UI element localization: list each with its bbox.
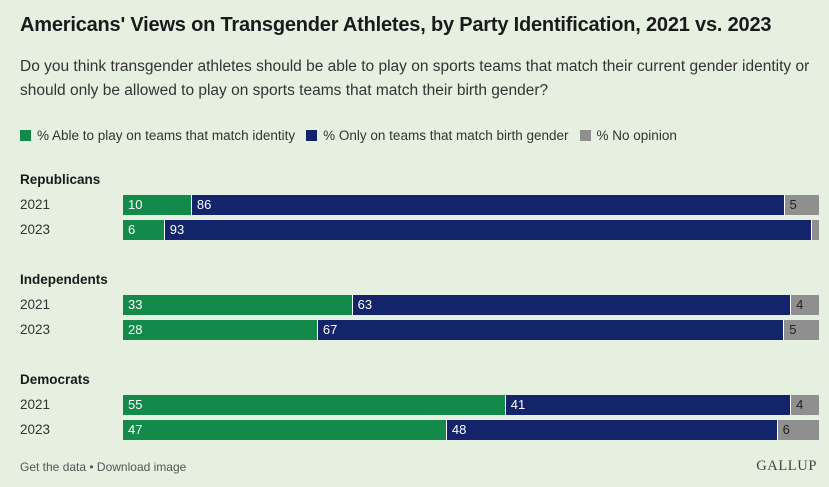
bar-segment-identity-democrats-2023: 47	[123, 420, 447, 440]
get-data-link[interactable]: Get the data	[20, 460, 87, 474]
bar-segment-no-opinion-independents-2023: 5	[784, 320, 819, 340]
legend-swatch-birth-gender	[306, 130, 318, 141]
bar-row-republicans-2021: 10 86 5	[123, 195, 819, 215]
bar-segment-no-opinion-democrats-2023: 6	[777, 420, 819, 440]
legend-swatch-no-opinion	[579, 130, 591, 141]
group-label-republicans: Republicans	[20, 172, 101, 187]
bar-segment-birth-gender-independents-2023: 67	[317, 320, 785, 340]
bar-segment-no-opinion-republicans-2021: 5	[784, 195, 819, 215]
legend-item-identity: % Able to play on teams that match ident…	[20, 128, 295, 143]
bar-segment-identity-independents-2023: 28	[123, 320, 318, 340]
bar-row-republicans-2023: 6 93	[123, 220, 819, 240]
bar-segment-birth-gender-independents-2021: 63	[352, 295, 792, 315]
legend-label-identity: % Able to play on teams that match ident…	[37, 128, 296, 143]
bar-row-democrats-2021: 55 41 4	[123, 395, 819, 415]
legend-item-no-opinion: % No opinion	[579, 128, 677, 143]
chart-subtitle: Do you think transgender athletes should…	[20, 58, 810, 99]
bar-segment-no-opinion-republicans-2023	[812, 220, 819, 240]
legend-item-birth-gender: % Only on teams that match birth gender	[306, 128, 569, 143]
bar-segment-birth-gender-republicans-2021: 86	[191, 195, 785, 215]
bar-segment-birth-gender-democrats-2023: 48	[446, 420, 778, 440]
year-label-independents-2023: 2023	[20, 322, 51, 337]
legend-label-no-opinion: % No opinion	[596, 128, 677, 143]
bar-segment-no-opinion-independents-2021: 4	[791, 295, 819, 315]
bar-row-independents-2023: 28 67 5	[123, 320, 819, 340]
group-label-democrats: Democrats	[20, 372, 90, 387]
legend: % Able to play on teams that match ident…	[20, 128, 688, 143]
bar-segment-birth-gender-republicans-2023: 93	[164, 220, 813, 240]
year-label-republicans-2023: 2023	[20, 222, 51, 237]
legend-label-birth-gender: % Only on teams that match birth gender	[323, 128, 569, 143]
bar-segment-identity-republicans-2021: 10	[123, 195, 192, 215]
year-label-democrats-2021: 2021	[20, 397, 51, 412]
bar-segment-identity-republicans-2023: 6	[123, 220, 165, 240]
bar-segment-identity-democrats-2021: 55	[123, 395, 506, 415]
download-image-link[interactable]: Download image	[96, 460, 187, 474]
legend-swatch-identity	[20, 130, 31, 141]
bar-segment-identity-independents-2021: 33	[123, 295, 353, 315]
year-label-republicans-2021: 2021	[20, 197, 51, 212]
year-label-independents-2021: 2021	[20, 297, 51, 312]
bar-segment-no-opinion-democrats-2021: 4	[791, 395, 819, 415]
gallup-logo: GALLUP	[756, 458, 817, 474]
bar-row-independents-2021: 33 63 4	[123, 295, 819, 315]
bar-segment-birth-gender-democrats-2021: 41	[505, 395, 792, 415]
footer-separator: •	[86, 460, 97, 474]
bar-row-democrats-2023: 47 48 6	[123, 420, 819, 440]
chart-title: Americans' Views on Transgender Athletes…	[20, 14, 772, 36]
footer-links: Get the data • Download image	[20, 460, 186, 474]
year-label-democrats-2023: 2023	[20, 422, 51, 437]
group-label-independents: Independents	[20, 272, 108, 287]
